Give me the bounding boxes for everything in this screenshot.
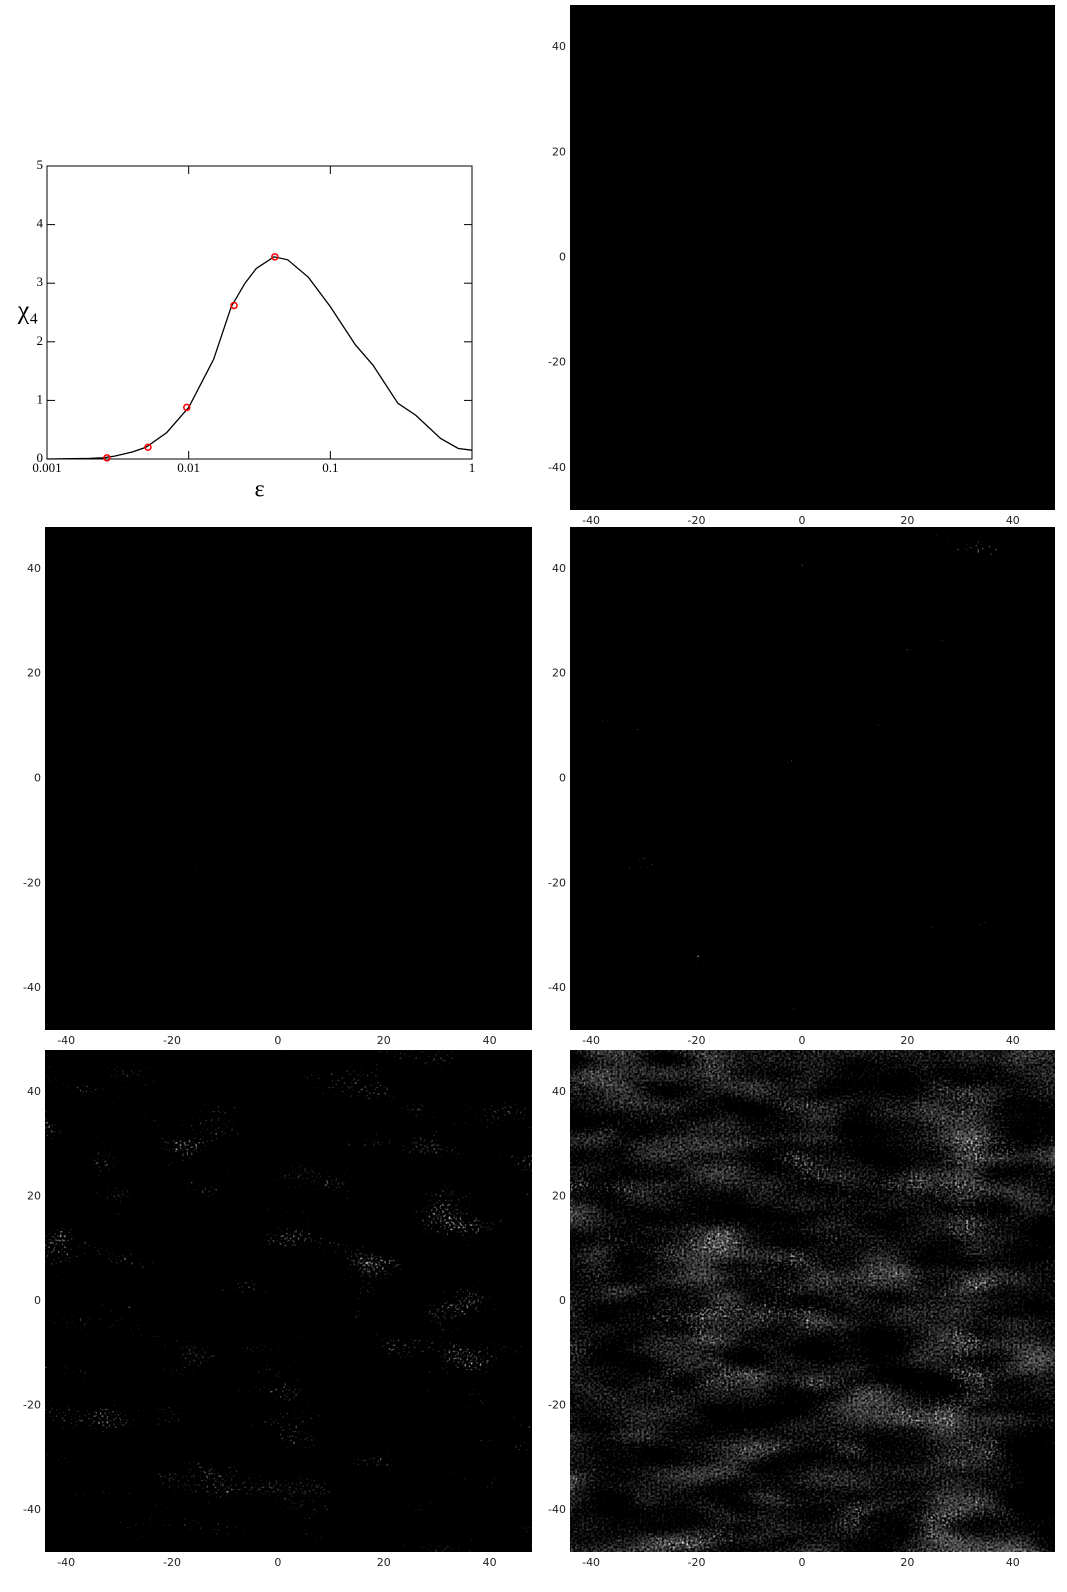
x-tick-label: 20 (900, 1556, 914, 1569)
x-tick-label: 40 (1006, 514, 1020, 527)
y-tick-label: 2 (37, 333, 44, 348)
y-tick-label: -20 (548, 356, 566, 369)
curve (46, 256, 473, 460)
x-tick-label: 40 (1006, 1556, 1020, 1569)
y-tick-label: 5 (37, 157, 44, 172)
plot-frame (46, 165, 473, 460)
particle-map (570, 1050, 1055, 1552)
x-tick-label: 0 (798, 1034, 805, 1047)
y-tick-label: 40 (27, 1085, 41, 1098)
y-tick-label: 20 (27, 667, 41, 680)
x-tick-label: 0 (274, 1556, 281, 1569)
y-tick-label: -20 (548, 876, 566, 889)
y-tick-label: 0 (37, 450, 44, 465)
particle-map (45, 527, 532, 1030)
x-tick-label: 20 (900, 1034, 914, 1047)
y-axis-label: χ₄ (17, 295, 39, 324)
x-tick-label: 40 (483, 1556, 497, 1569)
x-tick-label: 0.001 (32, 460, 61, 475)
marker (144, 443, 152, 452)
x-tick-label: -40 (57, 1034, 75, 1047)
y-tick-label: 1 (37, 391, 44, 406)
x-tick-label: -20 (688, 1034, 706, 1047)
y-tick-label: -40 (23, 981, 41, 994)
x-tick-label: -40 (582, 1556, 600, 1569)
marker (271, 253, 279, 261)
x-tick-label: 0 (274, 1034, 281, 1047)
x-tick-label: 40 (1006, 1034, 1020, 1047)
y-tick-label: -20 (548, 1399, 566, 1412)
y-tick-label: 40 (552, 1085, 566, 1098)
x-tick-label: 1 (469, 460, 476, 475)
x-tick-label: 40 (483, 1034, 497, 1047)
y-tick-label: 20 (552, 145, 566, 158)
y-tick-label: -20 (23, 1399, 41, 1412)
y-tick-label: 40 (552, 40, 566, 53)
y-tick-label: 40 (552, 562, 566, 575)
y-tick-label: 4 (37, 216, 44, 231)
y-tick-label: -40 (548, 461, 566, 474)
x-tick-label: 0 (798, 1556, 805, 1569)
particle-map (570, 527, 1055, 1030)
x-tick-label: -20 (688, 514, 706, 527)
particle-map (45, 1050, 532, 1552)
x-axis-label: ε (254, 477, 264, 503)
y-tick-label: 0 (559, 772, 566, 785)
y-tick-label: 40 (27, 562, 41, 575)
y-tick-label: 0 (559, 1294, 566, 1307)
y-tick-label: 0 (34, 1294, 41, 1307)
marker (183, 403, 191, 412)
x-tick-label: -20 (688, 1556, 706, 1569)
y-tick-label: -20 (23, 876, 41, 889)
x-tick-label: -40 (582, 514, 600, 527)
y-tick-label: -40 (548, 1503, 566, 1516)
x-tick-label: 20 (377, 1556, 391, 1569)
y-tick-label: 0 (559, 251, 566, 264)
y-tick-label: -40 (23, 1503, 41, 1516)
x-tick-label: 20 (900, 514, 914, 527)
y-tick-label: 20 (552, 1189, 566, 1202)
y-tick-label: 20 (27, 1189, 41, 1202)
particle-map (570, 5, 1055, 510)
marker (103, 454, 111, 462)
y-tick-label: -40 (548, 981, 566, 994)
y-tick-label: 20 (552, 667, 566, 680)
x-tick-label: 0.1 (322, 460, 338, 475)
x-tick-label: 20 (377, 1034, 391, 1047)
x-tick-label: -20 (163, 1556, 181, 1569)
x-tick-label: 0.01 (177, 460, 200, 475)
x-tick-label: -20 (163, 1034, 181, 1047)
x-tick-label: 0 (798, 514, 805, 527)
marker (230, 301, 238, 310)
x-tick-label: -40 (582, 1034, 600, 1047)
y-tick-label: 0 (34, 772, 41, 785)
y-tick-label: 3 (37, 274, 44, 289)
x-tick-label: -40 (57, 1556, 75, 1569)
